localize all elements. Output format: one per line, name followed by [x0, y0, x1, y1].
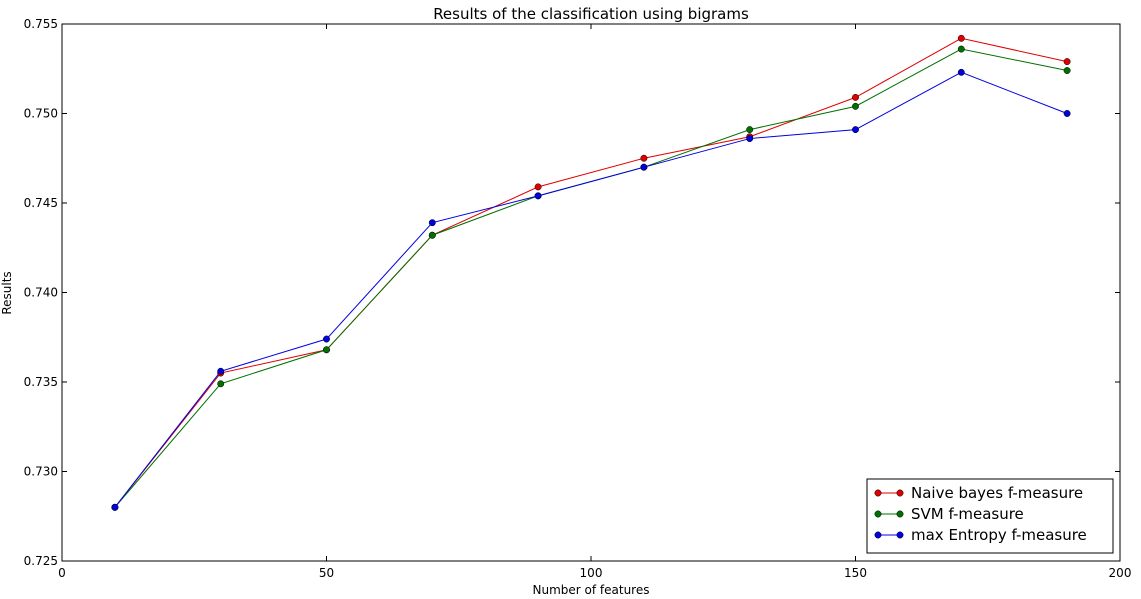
data-point	[957, 68, 965, 76]
y-tick-label: 0.745	[24, 196, 58, 210]
data-point	[746, 126, 754, 134]
data-point	[746, 135, 754, 143]
data-point	[1063, 58, 1071, 66]
x-tick-label: 50	[319, 566, 334, 580]
data-point	[957, 34, 965, 42]
data-point	[1063, 110, 1071, 117]
y-tick-label: 0.730	[24, 465, 58, 479]
legend-label: SVM f-measure	[911, 505, 1024, 523]
legend-marker	[896, 531, 904, 539]
x-tick-label: 0	[58, 566, 66, 580]
y-axis-label: Results	[0, 271, 14, 314]
axis-ticks: 0 50 100 150 200 0.725 0.730 0.735 0.740 0.745 0.7…	[24, 17, 1132, 580]
x-tick-label: 200	[1109, 566, 1132, 580]
legend-marker	[874, 489, 882, 497]
legend-marker	[896, 510, 904, 518]
legend-marker	[874, 531, 882, 539]
data-point	[534, 192, 542, 200]
data-point	[534, 183, 542, 191]
legend-marker	[896, 489, 904, 497]
legend-label: Naive bayes f-measure	[911, 484, 1083, 502]
legend-box	[866, 478, 1114, 554]
legend-marker	[874, 510, 882, 518]
legend: Naive bayes f-measure SVM f-measure max En…	[866, 478, 1114, 554]
y-tick-label: 0.725	[24, 554, 58, 568]
x-tick-label: 100	[580, 566, 603, 580]
series-line-1	[114, 37, 1068, 508]
data-point	[428, 231, 436, 239]
data-point	[852, 93, 859, 101]
y-tick-label: 0.740	[24, 286, 58, 300]
data-point	[111, 503, 119, 511]
chart-title: Results of the classification using bigr…	[433, 5, 749, 23]
data-point	[323, 335, 330, 343]
series-line-3	[114, 71, 1068, 508]
data-point	[217, 380, 225, 388]
legend-label: max Entropy f-measure	[911, 526, 1087, 544]
data-point	[957, 45, 965, 53]
data-point	[852, 102, 859, 110]
y-tick-label: 0.750	[24, 107, 58, 121]
data-point	[323, 346, 330, 354]
y-tick-label: 0.735	[24, 375, 58, 389]
x-tick-label: 150	[844, 566, 867, 580]
data-point	[217, 367, 225, 375]
y-tick-label: 0.755	[24, 17, 58, 31]
data-point	[852, 126, 859, 134]
data-point	[640, 163, 648, 171]
series-layer	[111, 34, 1071, 511]
x-axis-label: Number of features	[533, 583, 650, 597]
data-point	[640, 154, 648, 162]
data-point	[428, 219, 436, 227]
data-point	[1063, 67, 1071, 74]
plot-area	[61, 23, 1121, 562]
